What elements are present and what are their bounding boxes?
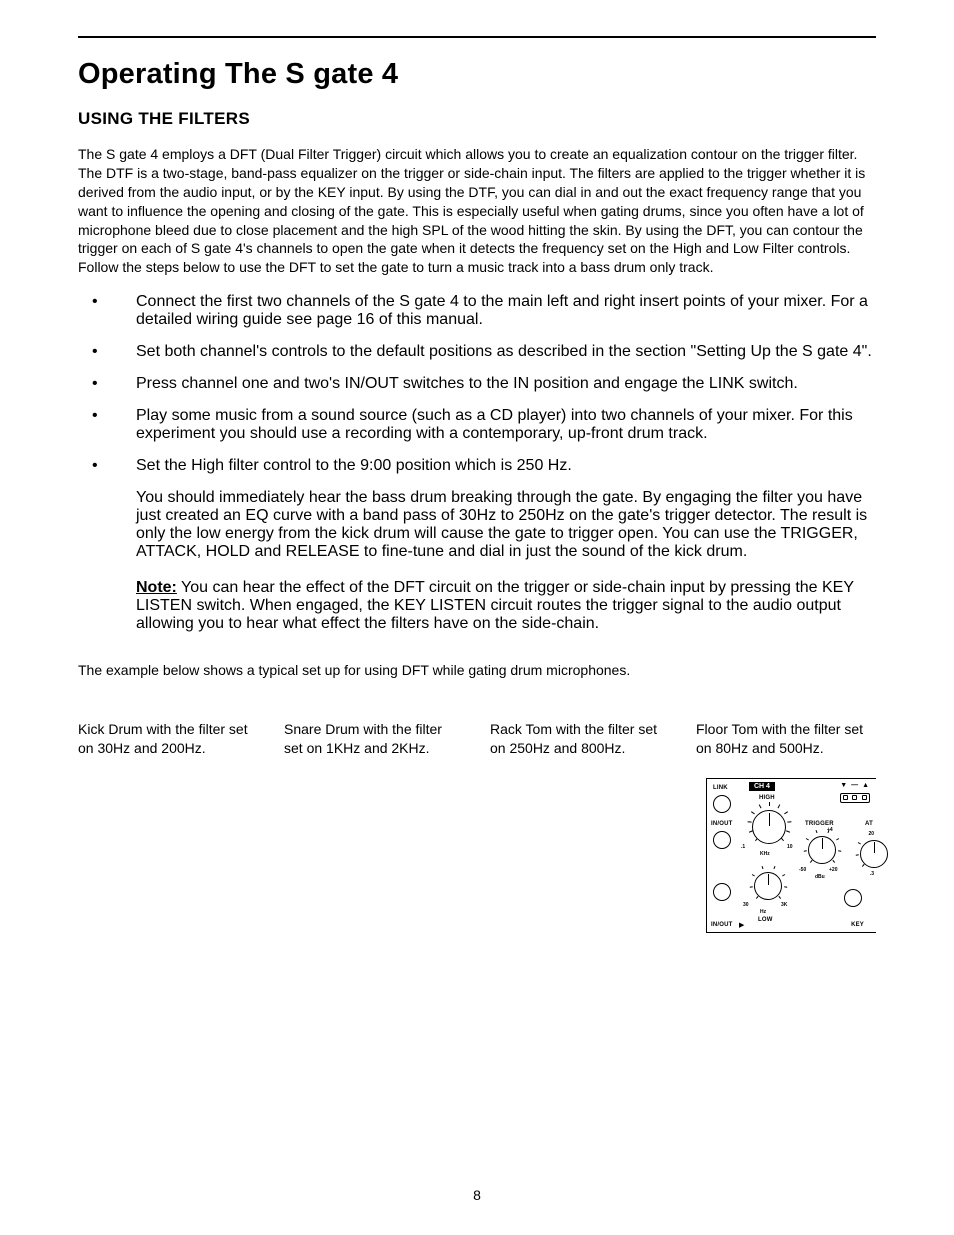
play-icon: ▶ [739, 921, 744, 929]
list-item: • Set both channel's controls to the def… [78, 343, 876, 361]
label-link: LINK [713, 785, 728, 791]
followup-paragraph: You should immediately hear the bass dru… [136, 489, 876, 561]
high-scale-max: 10 [787, 844, 793, 850]
panel-diagram-row: LINK CH 4 ▼ — ▲ HIGH IN/OUT .1 10 KHz TR… [78, 778, 876, 933]
label-low: LOW [758, 917, 773, 923]
top-rule [78, 36, 876, 38]
label-inout: IN/OUT [711, 821, 733, 827]
trig-unit: dBu [815, 874, 825, 880]
caption-snare: Snare Drum with the filter set on 1KHz a… [284, 720, 464, 758]
high-knob [752, 810, 786, 844]
bullet-text: Set the High filter control to the 9:00 … [136, 457, 876, 475]
bullet-text: Play some music from a sound source (suc… [136, 407, 876, 443]
label-attack: AT [865, 821, 873, 827]
list-item: • Set the High filter control to the 9:0… [78, 457, 876, 475]
bullet-list: • Connect the first two channels of the … [78, 293, 876, 475]
bullet-text: Press channel one and two's IN/OUT switc… [136, 375, 876, 393]
low-unit: Hz [760, 909, 766, 915]
caption-row: Kick Drum with the filter set on 30Hz an… [78, 720, 876, 758]
meter-vmarks: ▼ — ▲ [840, 782, 870, 789]
att-min: .3 [870, 871, 874, 877]
trig-mid: +4 [827, 827, 833, 833]
attack-knob [860, 840, 888, 868]
bullet-marker: • [78, 293, 136, 329]
list-item: • Connect the first two channels of the … [78, 293, 876, 329]
inout-button-2 [713, 883, 731, 901]
channel-badge: CH 4 [749, 782, 775, 791]
bullet-marker: • [78, 375, 136, 393]
list-item: • Play some music from a sound source (s… [78, 407, 876, 443]
intro-paragraph: The S gate 4 employs a DFT (Dual Filter … [78, 145, 876, 277]
manual-page: Operating The S gate 4 USING THE FILTERS… [0, 0, 954, 933]
label-key: KEY [851, 922, 864, 928]
low-max: 3K [781, 902, 787, 908]
caption-floortom: Floor Tom with the filter set on 80Hz an… [696, 720, 876, 758]
bullet-text: Set both channel's controls to the defau… [136, 343, 876, 361]
bullet-text: Connect the first two channels of the S … [136, 293, 876, 329]
high-unit: KHz [760, 851, 770, 857]
list-item: • Press channel one and two's IN/OUT swi… [78, 375, 876, 393]
section-title: USING THE FILTERS [78, 109, 876, 129]
example-intro: The example below shows a typical set up… [78, 661, 876, 680]
trigger-knob [808, 836, 836, 864]
low-min: 30 [743, 902, 749, 908]
bullet-marker: • [78, 457, 136, 475]
trig-min: -50 [799, 867, 806, 873]
high-scale-min: .1 [741, 844, 745, 850]
led-meter [840, 793, 870, 803]
key-button [844, 889, 862, 907]
bullet-marker: • [78, 407, 136, 443]
caption-racktom: Rack Tom with the filter set on 250Hz an… [490, 720, 670, 758]
bullet-marker: • [78, 343, 136, 361]
channel-panel-ch4: LINK CH 4 ▼ — ▲ HIGH IN/OUT .1 10 KHz TR… [706, 778, 876, 933]
page-number: 8 [0, 1187, 954, 1203]
label-inout-bottom: IN/OUT [711, 922, 733, 928]
note-paragraph: Note: You can hear the effect of the DFT… [136, 579, 876, 633]
label-high: HIGH [759, 795, 775, 801]
note-body: You can hear the effect of the DFT circu… [136, 579, 854, 632]
trig-max: +20 [829, 867, 837, 873]
note-label: Note: [136, 579, 177, 596]
chapter-title: Operating The S gate 4 [78, 58, 876, 91]
low-knob [754, 872, 782, 900]
link-button [713, 795, 731, 813]
caption-kick: Kick Drum with the filter set on 30Hz an… [78, 720, 258, 758]
inout-button-1 [713, 831, 731, 849]
